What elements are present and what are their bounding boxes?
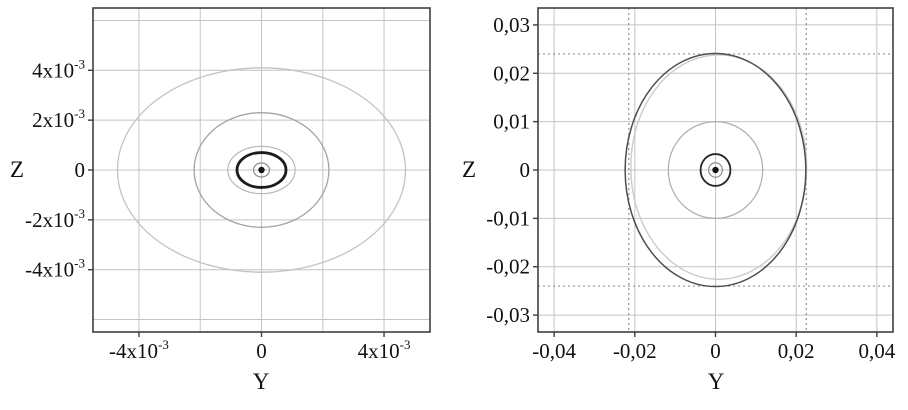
x-tick-label: 0,04 [858, 339, 895, 363]
x-tick-label: 0,02 [778, 339, 815, 363]
orbit-center-dot [258, 166, 265, 174]
x-tick-label: 4x10-3 [358, 337, 411, 363]
y-tick-label: -0,02 [486, 255, 530, 279]
y-tick-label: 0,01 [493, 110, 530, 134]
left-orbit-plot-canvas: -4x10-3 0 4x10-3 4x10-3 2x10-3 0 -2x10-3 -4x10-… [25, 7, 431, 363]
y-tick-label: 4x10-3 [32, 56, 85, 82]
orbit-ellipse [252, 162, 271, 178]
x-tick-label: 0 [256, 339, 267, 363]
orbit-ellipse [227, 145, 296, 195]
orbit-center-dot [712, 166, 719, 174]
y-tick-label: 2x10-3 [32, 106, 85, 132]
y-tick-label: 0 [520, 158, 531, 182]
y-tick-label: 0,03 [493, 13, 530, 37]
orbit-ellipse [667, 120, 764, 220]
right-orbit-chart: -0,04 -0,02 0 0,02 0,04 0,03 0,02 0,01 0 -0,01 -0,… [454, 0, 908, 410]
orbit-ellipse [116, 67, 407, 273]
left-z-axis-label: Z [10, 157, 25, 182]
orbit-ellipse [193, 112, 330, 228]
x-tick-label: -0,02 [613, 339, 657, 363]
x-tick-label: -4x10-3 [109, 337, 169, 363]
orbit-ellipse [699, 153, 732, 187]
left-orbit-chart: -4x10-3 0 4x10-3 4x10-3 2x10-3 0 -2x10-3 -4x10-… [25, 7, 431, 363]
y-tick-label: -2x10-3 [25, 206, 85, 232]
y-tick-label: -0,01 [486, 206, 530, 230]
y-tick-label: -4x10-3 [25, 256, 85, 282]
y-tick-label: -0,03 [486, 303, 530, 327]
orbit-ellipse [235, 151, 288, 189]
orbit-ellipse [708, 162, 723, 178]
y-tick-label: 0 [75, 158, 86, 182]
y-tick-label: 0,02 [493, 61, 530, 85]
orbit-ellipse [630, 54, 808, 280]
x-tick-label: 0 [710, 339, 721, 363]
left-y-axis-label: Y [252, 369, 270, 394]
right-z-axis-label: Z [462, 157, 477, 182]
right-orbit-plot-canvas: -0,04 -0,02 0 0,02 0,04 0,03 0,02 0,01 0 -0,01 -0,… [486, 7, 896, 363]
orbit-ellipse [624, 52, 807, 288]
x-tick-label: -0,04 [532, 339, 576, 363]
right-y-axis-label: Y [707, 369, 725, 394]
